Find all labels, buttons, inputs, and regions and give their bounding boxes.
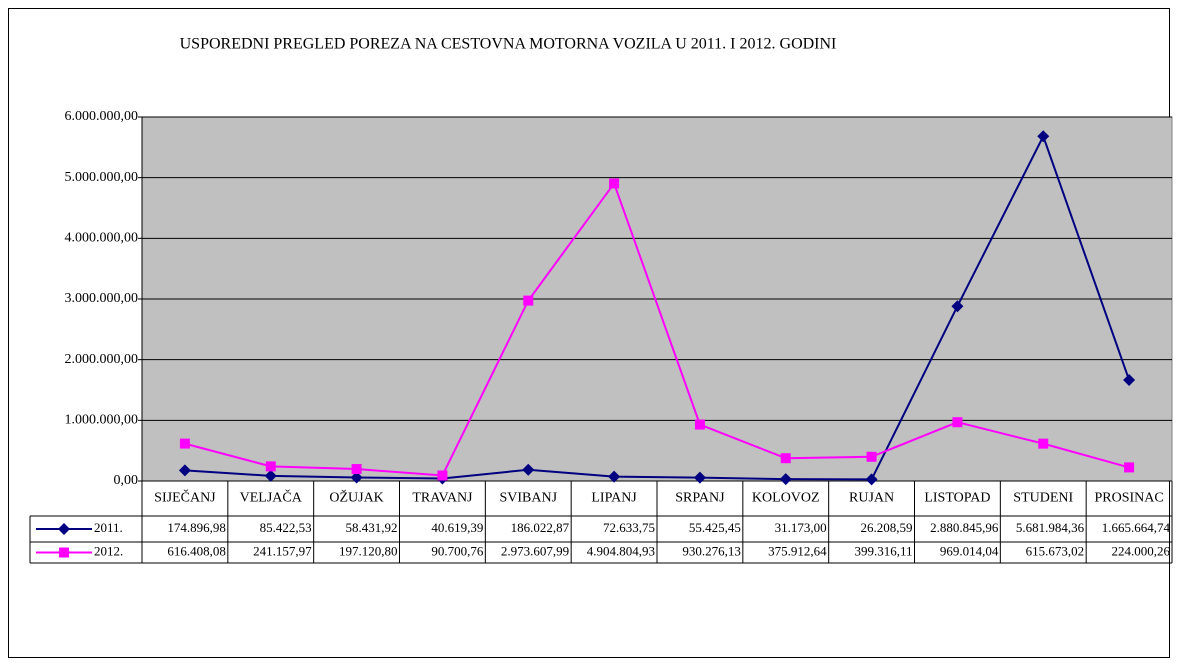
value-label: 615.673,02 — [1026, 543, 1085, 558]
y-tick-label: 0,00 — [114, 473, 139, 488]
value-label: 4.904.804,93 — [587, 543, 655, 558]
x-tick-label: SIJEČANJ — [154, 489, 216, 506]
marker — [609, 178, 620, 189]
marker — [1038, 438, 1049, 449]
y-tick-label: 5.000.000,00 — [65, 170, 139, 185]
value-label: 375.912,64 — [768, 543, 827, 558]
series-line — [184, 181, 1130, 477]
legend-label: 2012. — [94, 543, 123, 558]
marker — [265, 461, 276, 472]
value-label: 969.014,04 — [940, 543, 999, 558]
marker — [179, 438, 190, 449]
value-label: 72.633,75 — [603, 520, 655, 535]
x-tick-label: LIPANJ — [591, 491, 637, 506]
x-tick-label: SRPANJ — [675, 491, 725, 506]
y-tick-label: 1.000.000,00 — [65, 413, 139, 428]
value-label: 90.700,76 — [431, 543, 484, 558]
x-tick-label: TRAVANJ — [412, 491, 473, 506]
x-tick-label: LISTOPAD — [924, 491, 990, 506]
marker — [951, 300, 964, 313]
value-label: 58.431,92 — [346, 520, 398, 535]
value-label: 5.681.984,36 — [1016, 520, 1085, 535]
x-tick-label: RUJAN — [849, 491, 894, 506]
marker — [1037, 130, 1050, 143]
marker — [1123, 373, 1136, 386]
value-label: 197.120,80 — [339, 543, 398, 558]
value-label: 616.408,08 — [167, 543, 226, 558]
marker — [952, 417, 963, 428]
marker — [178, 464, 191, 477]
x-tick-label: OŽUJAK — [329, 489, 383, 506]
x-tick-label: KOLOVOZ — [752, 491, 820, 506]
marker — [350, 471, 363, 484]
marker — [264, 469, 277, 482]
marker — [866, 451, 877, 462]
legend-marker — [58, 523, 70, 535]
x-tick-label: PROSINAC — [1094, 491, 1163, 506]
x-tick-label: STUDENI — [1013, 491, 1073, 506]
value-label: 186.022,87 — [511, 520, 570, 535]
marker — [694, 419, 705, 430]
y-tick-label: 6.000.000,00 — [65, 109, 139, 124]
value-label: 174.896,98 — [167, 520, 226, 535]
marker — [437, 470, 448, 481]
y-tick-label: 4.000.000,00 — [65, 231, 139, 246]
chart-title: USPOREDNI PREGLED POREZA NA CESTOVNA MOT… — [180, 36, 837, 53]
value-label: 26.208,59 — [861, 520, 913, 535]
marker — [1124, 462, 1135, 473]
marker — [608, 470, 621, 483]
value-label: 31.173,00 — [775, 520, 827, 535]
marker — [779, 473, 792, 486]
marker — [523, 295, 534, 306]
value-label: 2.880.845,96 — [930, 520, 999, 535]
marker — [780, 453, 791, 464]
value-label: 241.157,97 — [253, 543, 312, 558]
marker — [522, 463, 535, 476]
marker — [351, 464, 362, 475]
marker — [865, 473, 878, 486]
value-label: 1.665.664,74 — [1102, 520, 1171, 535]
value-label: 85.422,53 — [260, 520, 312, 535]
value-label: 399.316,11 — [854, 543, 912, 558]
value-label: 2.973.607,99 — [501, 543, 569, 558]
series-line — [184, 133, 1131, 481]
y-tick-label: 3.000.000,00 — [65, 291, 139, 306]
value-label: 930.276,13 — [682, 543, 741, 558]
legend-marker — [59, 547, 69, 558]
marker — [693, 471, 706, 484]
value-label: 40.619,39 — [431, 520, 483, 535]
x-tick-label: VELJAČA — [240, 489, 303, 506]
value-label: 224.000,26 — [1112, 543, 1171, 558]
y-tick-label: 2.000.000,00 — [65, 352, 139, 367]
x-tick-label: SVIBANJ — [499, 491, 557, 506]
value-label: 55.425,45 — [689, 520, 741, 535]
legend-label: 2011. — [94, 520, 123, 535]
